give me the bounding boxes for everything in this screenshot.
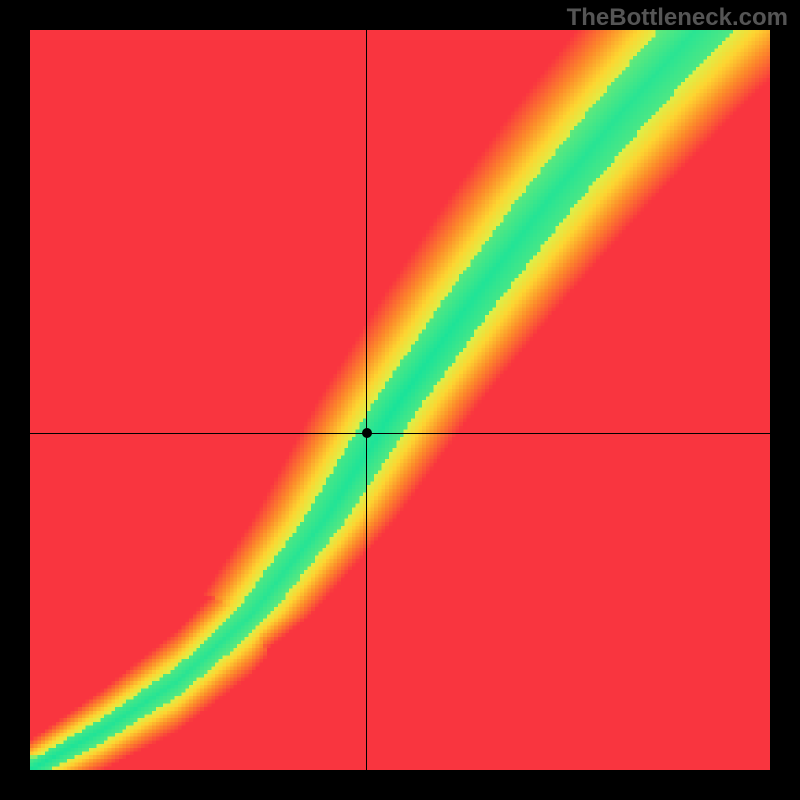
crosshair-vertical	[366, 30, 367, 770]
data-point-marker	[362, 428, 372, 438]
watermark-text: TheBottleneck.com	[567, 4, 788, 32]
heatmap-canvas	[30, 30, 770, 770]
plot-area	[30, 30, 770, 770]
crosshair-horizontal	[30, 433, 770, 434]
chart-container: TheBottleneck.com	[0, 0, 800, 800]
